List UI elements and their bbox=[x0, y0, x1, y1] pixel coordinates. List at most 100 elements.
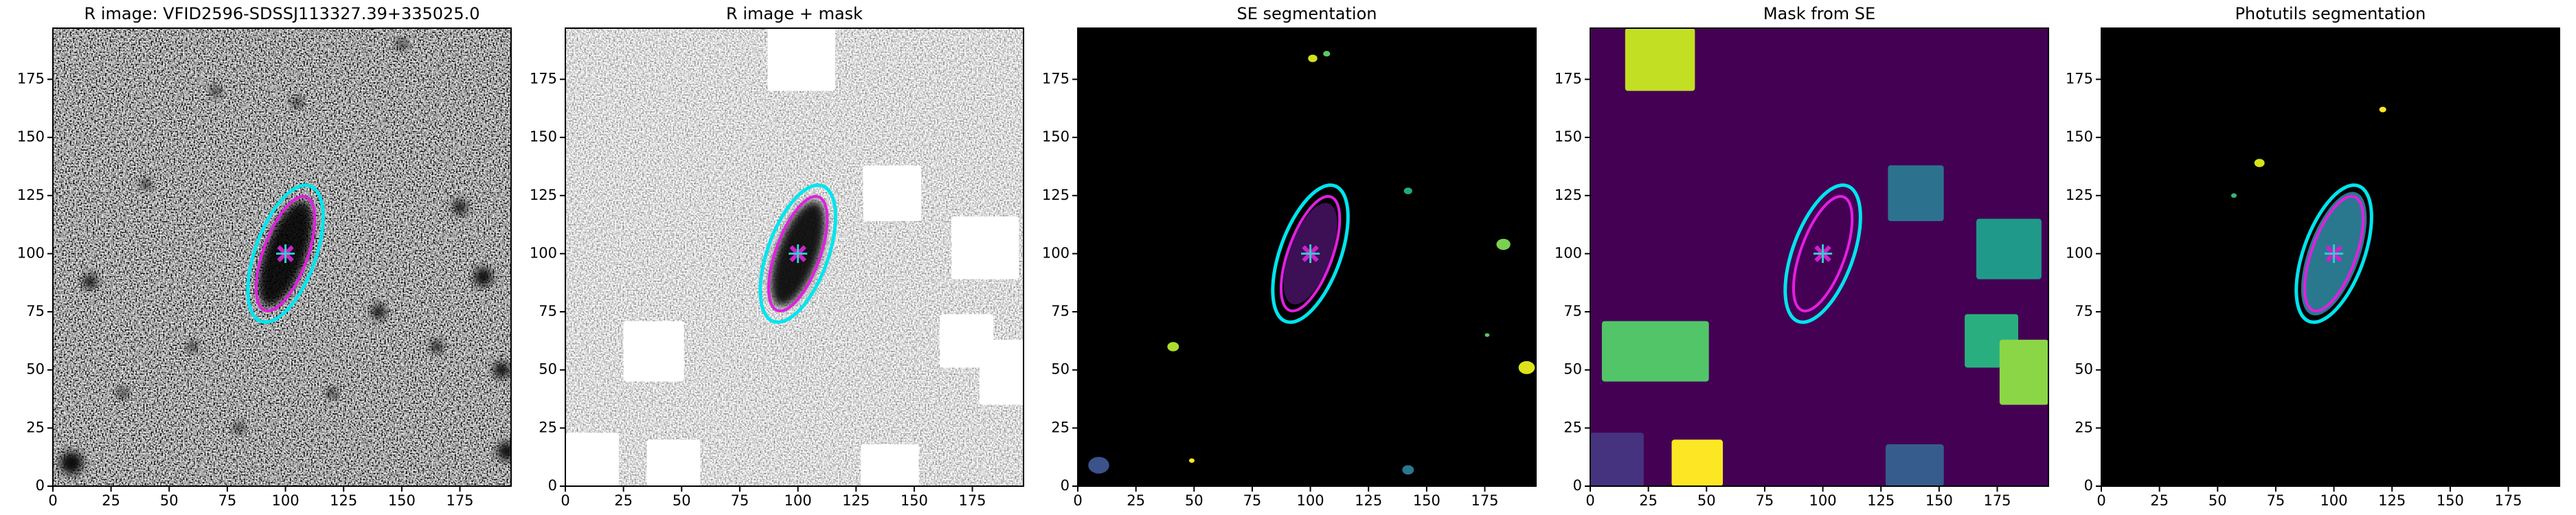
x-tick-label: 25 bbox=[614, 492, 633, 509]
x-tick-label: 150 bbox=[388, 492, 416, 509]
x-tick-label: 125 bbox=[330, 492, 357, 509]
y-tick-label: 125 bbox=[530, 187, 557, 203]
x-tick-label: 100 bbox=[1297, 492, 1324, 509]
segment bbox=[1188, 458, 1195, 464]
y-tick-label: 150 bbox=[17, 128, 45, 145]
y-tick-label: 175 bbox=[2066, 70, 2093, 87]
y-tick-label: 175 bbox=[17, 70, 45, 87]
axes-frame bbox=[1077, 27, 1537, 487]
segment bbox=[1308, 54, 1318, 62]
mask-box bbox=[623, 321, 684, 382]
mask-box bbox=[1976, 218, 2042, 279]
panel: R image: VFID2596-SDSSJ113327.39+335025.… bbox=[17, 4, 512, 509]
star bbox=[453, 200, 467, 214]
panel-title: R image: VFID2596-SDSSJ113327.39+335025.… bbox=[84, 4, 480, 23]
x-tick-label: 175 bbox=[446, 492, 473, 509]
y-tick-label: 50 bbox=[1563, 361, 1582, 378]
segment bbox=[1496, 238, 1511, 251]
y-tick-label: 125 bbox=[2066, 187, 2093, 203]
x-tick-label: 125 bbox=[1355, 492, 1382, 509]
x-tick-label: 175 bbox=[1471, 492, 1498, 509]
x-tick-label: 125 bbox=[2378, 492, 2406, 509]
y-tick-label: 150 bbox=[530, 128, 557, 145]
segment bbox=[1167, 342, 1179, 352]
mask-box bbox=[1590, 433, 1644, 486]
x-tick-label: 175 bbox=[1983, 492, 2011, 509]
segment bbox=[1484, 333, 1490, 337]
x-tick-label: 75 bbox=[731, 492, 749, 509]
x-tick-label: 25 bbox=[1639, 492, 1658, 509]
panel: Mask from SE 0 25 50 75 100 125 150 175 0 25 50 75 10… bbox=[1555, 4, 2049, 509]
y-tick-label: 0 bbox=[2084, 477, 2093, 494]
image bbox=[1078, 28, 1536, 486]
x-tick-label: 125 bbox=[842, 492, 870, 509]
panel-title: Mask from SE bbox=[1763, 4, 1875, 23]
x-tick-label: 75 bbox=[218, 492, 237, 509]
star bbox=[327, 388, 337, 398]
mask-box bbox=[1625, 28, 1695, 91]
y-tick-label: 100 bbox=[1042, 244, 1070, 261]
y-tick-label: 150 bbox=[1555, 128, 1582, 145]
y-tick-label: 75 bbox=[2075, 303, 2093, 319]
y-tick-label: 175 bbox=[1555, 70, 1582, 87]
y-tick-label: 75 bbox=[26, 303, 45, 319]
mask-box bbox=[1885, 444, 1944, 486]
panel-title: R image + mask bbox=[726, 4, 863, 23]
center-marker bbox=[1814, 244, 1833, 263]
inner-ellipse bbox=[767, 194, 829, 312]
x-tick-label: 50 bbox=[673, 492, 691, 509]
y-tick-label: 50 bbox=[539, 361, 557, 378]
x-tick-label: 100 bbox=[2320, 492, 2348, 509]
panel-title: Photutils segmentation bbox=[2235, 4, 2426, 23]
inner-ellipse bbox=[1792, 194, 1854, 312]
y-tick-label: 100 bbox=[2066, 244, 2093, 261]
segment bbox=[1323, 51, 1331, 57]
x-tick-label: 50 bbox=[2208, 492, 2227, 509]
y-tick-label: 50 bbox=[1051, 361, 1070, 378]
segment bbox=[2254, 159, 2265, 168]
y-tick-label: 175 bbox=[530, 70, 557, 87]
star bbox=[211, 86, 221, 96]
y-tick-label: 25 bbox=[1563, 419, 1582, 435]
star bbox=[493, 361, 510, 378]
center-marker bbox=[789, 244, 808, 263]
mask-box bbox=[1999, 339, 2048, 405]
mask-box bbox=[646, 439, 701, 486]
star bbox=[473, 267, 493, 286]
y-tick-label: 75 bbox=[1051, 303, 1070, 319]
axes-frame bbox=[2101, 27, 2560, 487]
panel: SE segmentation 0 25 50 75 100 125 150 175 0 25 50 7… bbox=[1042, 4, 1537, 509]
star bbox=[371, 304, 386, 319]
star bbox=[60, 451, 84, 475]
axes-frame bbox=[565, 27, 1024, 487]
y-tick-label: 0 bbox=[36, 477, 45, 494]
y-tick-label: 125 bbox=[1042, 187, 1070, 203]
x-tick-label: 25 bbox=[1127, 492, 1145, 509]
x-tick-label: 75 bbox=[1756, 492, 1774, 509]
y-tick-label: 125 bbox=[17, 187, 45, 203]
x-tick-label: 50 bbox=[1185, 492, 1204, 509]
x-tick-label: 100 bbox=[1809, 492, 1837, 509]
mask-box bbox=[1671, 439, 1723, 486]
segment bbox=[1403, 187, 1412, 194]
y-tick-label: 25 bbox=[2075, 419, 2093, 435]
x-tick-label: 50 bbox=[160, 492, 179, 509]
y-tick-label: 0 bbox=[548, 477, 557, 494]
mask-box bbox=[863, 165, 922, 222]
center-marker bbox=[2325, 244, 2344, 263]
star bbox=[188, 342, 197, 352]
star bbox=[431, 341, 443, 353]
panel: Photutils segmentation 0 25 50 75 100 125 150 17… bbox=[2066, 4, 2560, 509]
segment bbox=[2379, 106, 2386, 113]
y-tick-label: 50 bbox=[2075, 361, 2093, 378]
x-tick-label: 0 bbox=[561, 492, 569, 509]
segment bbox=[2230, 193, 2237, 198]
y-tick-label: 75 bbox=[1563, 303, 1582, 319]
image bbox=[565, 28, 1024, 486]
y-tick-label: 100 bbox=[530, 244, 557, 261]
star bbox=[497, 442, 511, 461]
x-tick-label: 100 bbox=[784, 492, 812, 509]
image bbox=[2101, 28, 2560, 486]
segment bbox=[1518, 360, 1535, 374]
